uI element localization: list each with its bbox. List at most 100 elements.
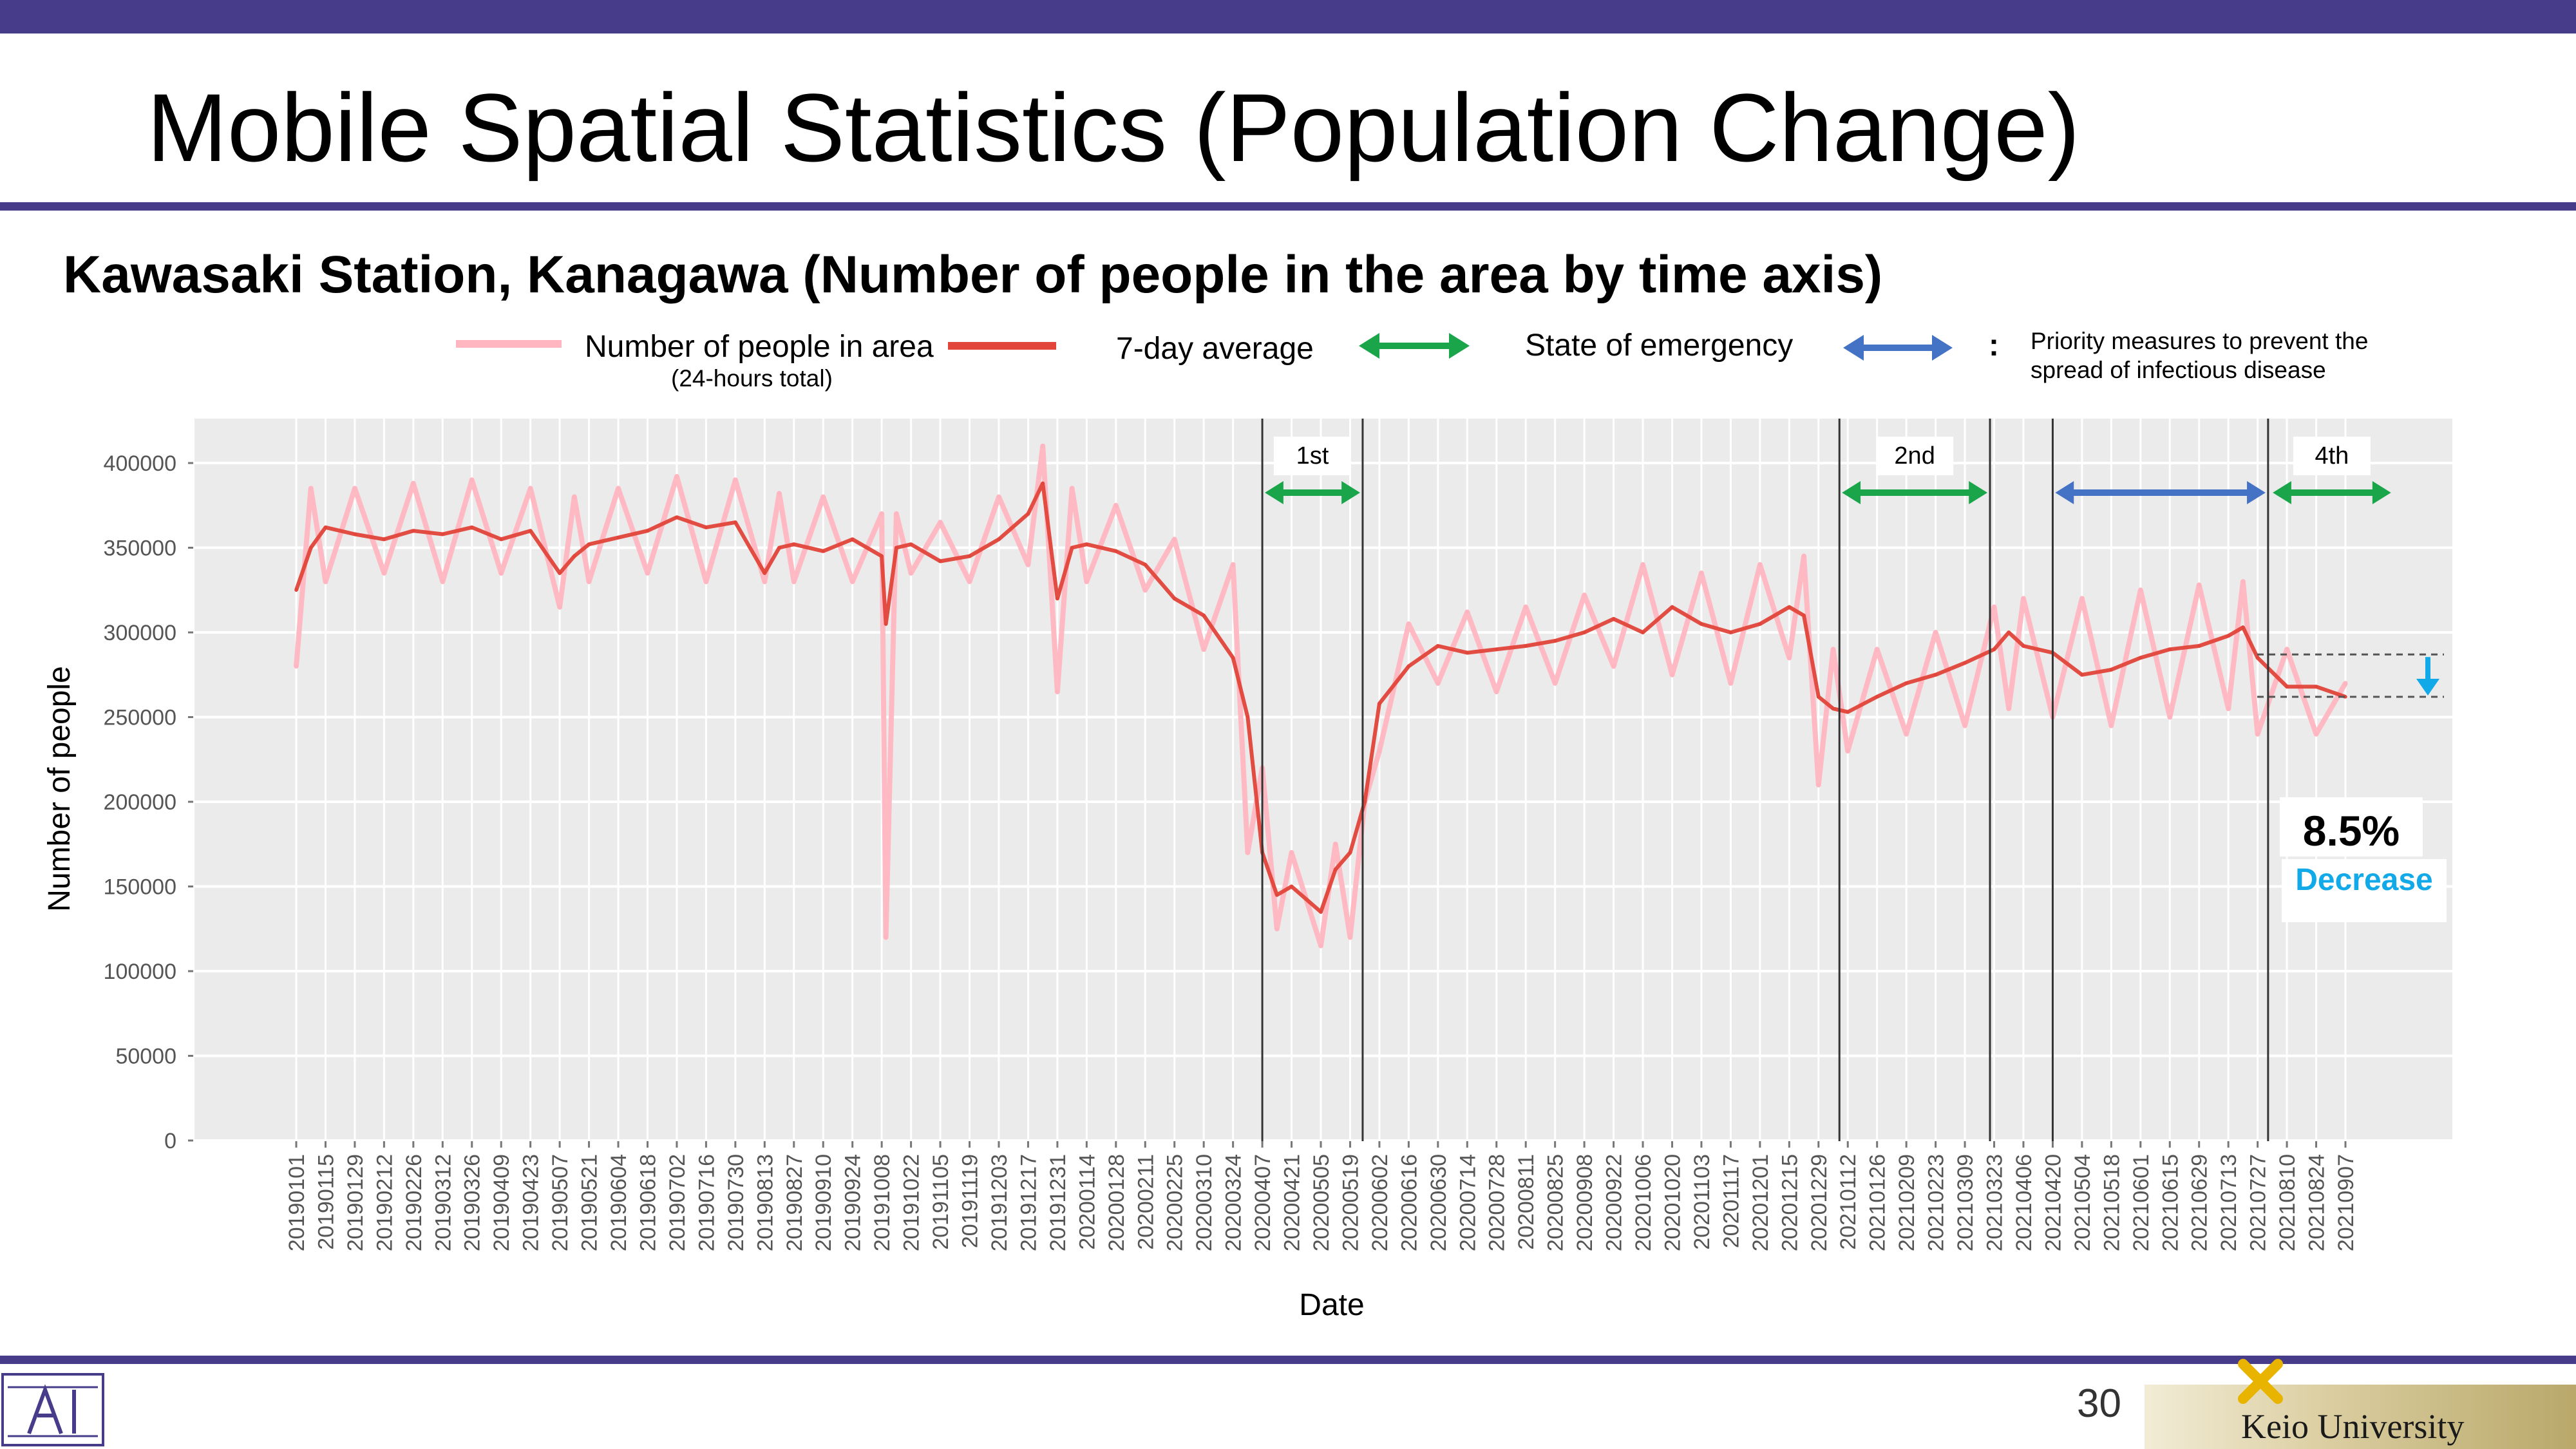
x-tick-label: 20190101 [285, 1154, 309, 1251]
legend-people-sublabel: (24-hours total) [671, 365, 833, 392]
series-daily-people-point [2226, 706, 2231, 711]
series-daily-people-point [1435, 681, 1441, 686]
series-daily-people-point [308, 486, 314, 491]
legend-emergency-label: State of emergency [1525, 328, 1794, 363]
x-tick-label: 20210209 [1895, 1154, 1919, 1251]
series-7day-average-point [573, 554, 576, 558]
series-daily-people-point [1699, 571, 1704, 576]
x-tick-label: 20191022 [900, 1154, 924, 1251]
x-tick-label: 20200825 [1544, 1154, 1568, 1251]
series-7day-average-point [850, 537, 855, 542]
series-7day-average-point [1992, 647, 1996, 651]
y-tick-label: 200000 [104, 790, 176, 815]
series-7day-average-point [1831, 706, 1835, 711]
series-daily-people-point [1040, 444, 1045, 449]
series-7day-average-point [309, 545, 313, 550]
x-tick-label: 20210126 [1866, 1154, 1890, 1251]
series-daily-people-point [1786, 655, 1792, 661]
y-tick-label: 50000 [115, 1045, 176, 1069]
x-tick-label: 20210420 [2041, 1154, 2065, 1251]
title-divider [0, 202, 2576, 211]
series-7day-average-point [2285, 685, 2289, 688]
period-arrow-1-head-left [1265, 481, 1283, 504]
x-tick-label: 20200602 [1368, 1154, 1392, 1251]
x-tick-label: 20210810 [2275, 1154, 2300, 1251]
x-tick-label: 20201020 [1660, 1154, 1685, 1251]
series-7day-average-point [2197, 644, 2201, 648]
series-7day-average-point [1641, 630, 1645, 634]
series-7day-average-point [2255, 656, 2260, 660]
series-daily-people-point [2138, 587, 2143, 592]
series-daily-people-point [1025, 562, 1031, 567]
x-tick-label: 20190702 [665, 1154, 690, 1251]
series-7day-average-point [1173, 596, 1177, 601]
series-daily-people-point [777, 491, 782, 496]
x-axis-title: Date [1299, 1288, 1364, 1322]
series-7day-average-point [997, 537, 1001, 542]
series-daily-people-point [1669, 672, 1675, 677]
series-7day-average-point [1319, 910, 1323, 914]
series-daily-people-point [791, 579, 797, 584]
series-7day-average-point [895, 545, 898, 550]
series-daily-people-point [572, 495, 577, 500]
series-daily-people-point [1464, 609, 1470, 615]
x-tick-label: 20210223 [1924, 1154, 1949, 1251]
series-7day-average-point [558, 571, 562, 575]
series-7day-average-point [1904, 681, 1908, 685]
legend-priority-line2: spread of infectious disease [2031, 357, 2326, 383]
series-daily-people-point [1274, 926, 1280, 931]
x-tick-label: 20190312 [431, 1154, 455, 1251]
footer-rule [0, 1356, 2576, 1364]
decrease-label-box [2282, 859, 2447, 922]
series-7day-average-point [1846, 710, 1850, 714]
series-daily-people-point [762, 579, 767, 584]
period-arrow-3-head-right [2247, 481, 2266, 504]
series-daily-people-point [1318, 943, 1323, 949]
series-daily-people-point [2006, 706, 2011, 711]
series-daily-people-point [440, 579, 445, 584]
series-7day-average-point [734, 520, 737, 524]
series-7day-average-point [1611, 617, 1616, 621]
series-7day-average-point [616, 536, 620, 540]
series-daily-people-point [1757, 562, 1763, 567]
series-7day-average-point [1465, 650, 1469, 655]
x-tick-label: 20190115 [314, 1154, 338, 1250]
x-tick-label: 20201201 [1748, 1154, 1773, 1251]
series-daily-people-point [645, 571, 650, 576]
period-label-box [2293, 437, 2371, 475]
x-tick-label: 20200114 [1075, 1154, 1099, 1250]
series-7day-average-point [1436, 644, 1440, 648]
series-daily-people-point [1523, 604, 1528, 610]
x-tick-label: 20190423 [519, 1154, 544, 1251]
series-daily-people-point [1347, 934, 1353, 940]
y-tick-label: 250000 [104, 706, 176, 730]
series-7day-average-point [704, 526, 708, 529]
series-7day-average-point [1041, 481, 1045, 486]
series-daily-people-point [528, 486, 533, 491]
series-daily-people-point [1172, 536, 1177, 542]
y-tick-label: 400000 [104, 451, 176, 476]
series-7day-average-point [587, 542, 591, 546]
legend-emergency-arrow-head-left [1359, 333, 1379, 359]
series-7day-average-point [528, 529, 533, 533]
series-daily-people-point [498, 571, 504, 576]
series-daily-people-point [996, 495, 1001, 500]
x-tick-label: 20201103 [1690, 1154, 1714, 1250]
x-tick-label: 20191119 [958, 1154, 983, 1248]
page-number: 30 [2077, 1381, 2121, 1426]
x-tick-label: 20210518 [2099, 1154, 2124, 1251]
x-tick-label: 20190409 [489, 1154, 514, 1251]
institute-logo-icon [1, 1373, 104, 1446]
x-tick-label: 20200324 [1222, 1154, 1246, 1251]
series-7day-average-point [470, 526, 474, 529]
x-tick-label: 20200908 [1573, 1154, 1597, 1251]
series-7day-average-point [1700, 622, 1703, 626]
series-7day-average-point [645, 529, 650, 533]
series-daily-people-point [884, 934, 889, 940]
series-daily-people-point [1991, 604, 1997, 610]
decrease-label: Decrease [2295, 863, 2433, 897]
series-7day-average-point [1524, 644, 1528, 648]
series-daily-people-point [1611, 664, 1616, 669]
x-tick-label: 20210615 [2158, 1154, 2183, 1251]
